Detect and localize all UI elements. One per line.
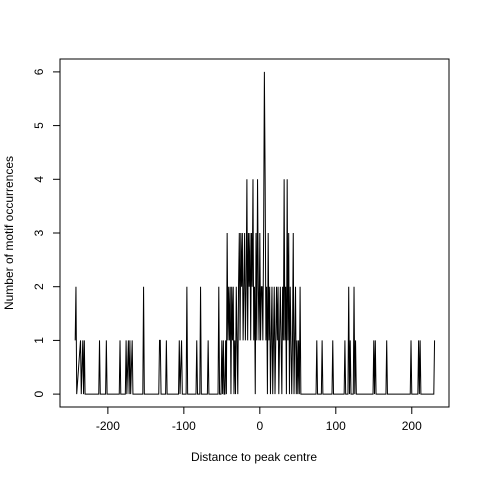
data-line [74, 71, 436, 395]
y-tick-label: 4 [32, 176, 46, 183]
x-tick-label: 0 [256, 419, 263, 433]
y-tick-label: 1 [32, 337, 46, 344]
x-axis-label: Distance to peak centre [191, 450, 317, 464]
x-tick-label: -200 [96, 419, 120, 433]
x-tick-label: -100 [172, 419, 196, 433]
x-tick-label: 100 [326, 419, 346, 433]
y-tick-label: 3 [32, 229, 46, 236]
y-tick-label: 5 [32, 122, 46, 129]
x-tick-label: 200 [402, 419, 422, 433]
y-tick-label: 6 [32, 68, 46, 75]
y-axis-label: Number of motif occurrences [2, 156, 16, 310]
y-tick-label: 2 [32, 283, 46, 290]
y-tick-label: 0 [32, 390, 46, 397]
